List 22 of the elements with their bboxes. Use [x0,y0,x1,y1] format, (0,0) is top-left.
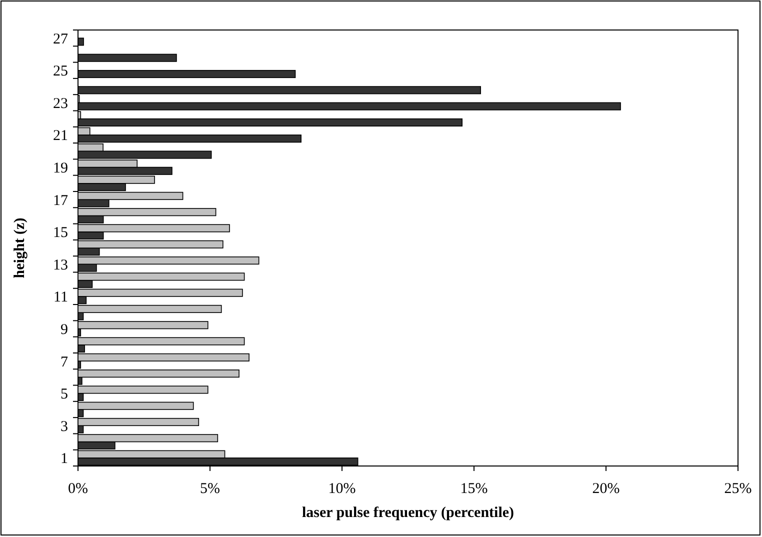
y-tick-label: 7 [60,354,68,370]
x-tick-label: 25% [724,481,752,497]
y-tick-label: 3 [60,418,68,435]
x-tick-label: 10% [328,481,356,497]
x-tick-label: 15% [460,481,488,497]
y-axis-title: height (z) [12,218,28,278]
x-axis-title: laser pulse frequency (percentile) [302,505,514,521]
x-tick-label: 5% [200,481,220,497]
y-tick-label: 23 [53,96,68,112]
y-tick-label: 5 [60,386,68,403]
x-tick-label: 20% [592,481,620,497]
y-tick-label: 17 [53,192,68,209]
x-tick-label: 0% [68,481,88,497]
y-tick-label: 9 [60,322,68,338]
y-tick-label: 19 [53,160,68,177]
y-tick-label: 25 [53,64,68,80]
y-tick-label: 27 [53,31,68,48]
y-tick-label: 1 [60,451,68,468]
y-tick-label: 11 [54,290,68,306]
y-tick-label: 15 [53,225,68,242]
y-tick-label: 13 [53,257,68,274]
y-tick-label: 21 [53,128,68,144]
